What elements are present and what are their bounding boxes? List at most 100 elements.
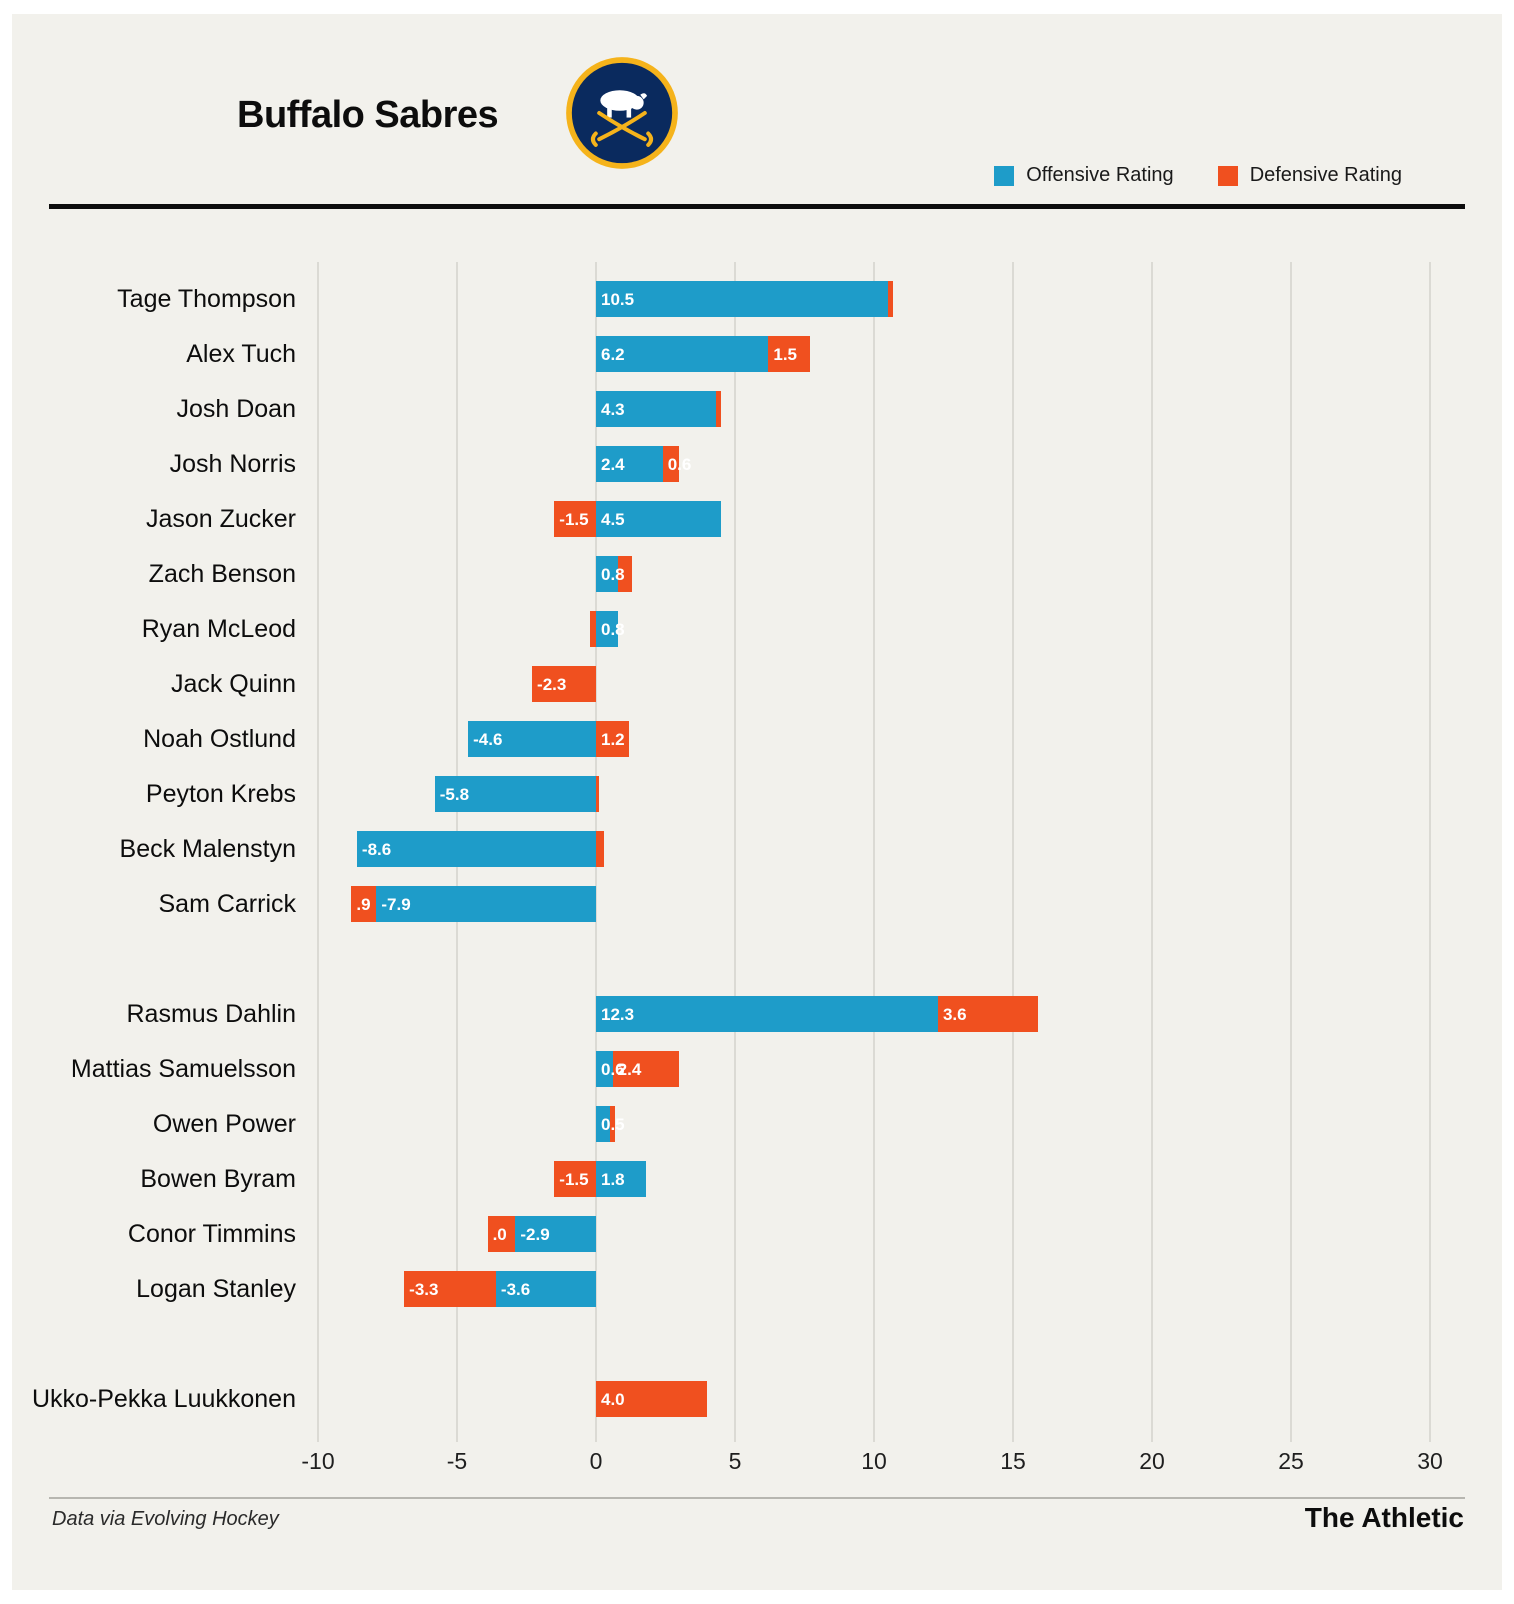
offensive-rating-swatch-icon [994, 165, 1015, 186]
gridline [873, 262, 875, 1442]
player-name: Peyton Krebs [145, 780, 296, 808]
x-axis-tick: 20 [1139, 1448, 1165, 1474]
player-name: Jack Quinn [170, 670, 296, 698]
offensive-bar [515, 1216, 596, 1252]
legend-item-defensive: Defensive Rating [1217, 164, 1402, 187]
offensive-bar-label: -3.6 [500, 1280, 531, 1299]
player-name: Conor Timmins [127, 1220, 296, 1248]
defensive-bar-label: 2.4 [617, 1060, 642, 1079]
player-name: Mattias Samuelsson [70, 1055, 296, 1083]
legend-item-offensive: Offensive Rating [994, 164, 1174, 187]
offensive-bar [356, 831, 596, 867]
player-name: Bowen Byram [140, 1165, 296, 1193]
offensive-bar [596, 336, 769, 372]
offensive-bar-label: 10.5 [601, 290, 635, 309]
gridline [1429, 262, 1431, 1442]
defensive-bar [351, 886, 377, 922]
defensive-bar-label: -2.3 [537, 675, 567, 694]
defensive-bar [937, 996, 1039, 1032]
defensive-bar [612, 1051, 680, 1087]
defensive-bar [590, 611, 596, 647]
offensive-bar-label: 0.8 [601, 620, 625, 639]
offensive-bar-label: -7.9 [381, 895, 411, 914]
defensive-bar-label: 3.6 [942, 1005, 967, 1024]
defensive-bar [596, 721, 630, 757]
chart-title: Buffalo Sabres [237, 94, 499, 136]
x-axis-tick: 5 [728, 1448, 742, 1474]
data-source: Data via Evolving Hockey [52, 1508, 279, 1530]
gridline [1012, 262, 1014, 1442]
player-name: Ukko-Pekka Luukkonen [31, 1385, 296, 1413]
x-axis-tick: 15 [1000, 1448, 1026, 1474]
defensive-bar [487, 1216, 516, 1252]
player-name: Rasmus Dahlin [126, 1000, 296, 1028]
defensive-bar [662, 446, 680, 482]
offensive-bar-label: 4.3 [601, 400, 625, 419]
x-axis-tick: -5 [446, 1448, 468, 1474]
defensive-bar-label: 4.0 [601, 1390, 625, 1409]
defensive-bar [609, 1106, 616, 1142]
offensive-bar [596, 446, 663, 482]
gridline [734, 262, 736, 1442]
offensive-bar-label: 4.5 [601, 510, 625, 529]
defensive-bar [596, 776, 599, 812]
player-name: Josh Norris [169, 450, 296, 478]
player-name: Josh Doan [176, 395, 296, 423]
offensive-bar [495, 1271, 596, 1307]
player-name: Owen Power [152, 1110, 296, 1138]
defensive-bar-label: -3.3 [409, 1280, 439, 1299]
offensive-bar-label: 6.2 [601, 345, 625, 364]
offensive-bar [596, 1161, 647, 1197]
defensive-bar [596, 831, 605, 867]
legend: Offensive Rating Defensive Rating [994, 164, 1402, 187]
brand-wordmark: The Athletic [1304, 1502, 1464, 1533]
offensive-bar [596, 281, 888, 317]
player-name: Jason Zucker [145, 505, 296, 533]
player-name: Tage Thompson [117, 285, 296, 313]
offensive-bar [434, 776, 596, 812]
offensive-bar-label: -4.6 [473, 730, 503, 749]
legend-label-offensive: Offensive Rating [1026, 164, 1174, 186]
offensive-bar [376, 886, 596, 922]
offensive-bar-label: 2.4 [601, 455, 625, 474]
offensive-bar-label: -5.8 [439, 785, 470, 804]
defensive-bar [887, 281, 894, 317]
defensive-bar [618, 556, 633, 592]
player-name: Ryan McLeod [141, 615, 296, 643]
defensive-bar-label: 1.2 [601, 730, 625, 749]
buffalo-sabres-logo [566, 57, 678, 169]
defensive-bar [715, 391, 722, 427]
defensive-bar-label: .0 [492, 1225, 507, 1244]
x-axis-tick: -10 [301, 1448, 335, 1474]
defensive-rating-swatch-icon [1217, 165, 1238, 186]
player-name: Beck Malenstyn [119, 835, 296, 863]
gridline [1151, 262, 1153, 1442]
offensive-bar-label: 12.3 [601, 1005, 635, 1024]
x-axis-tick: 30 [1417, 1448, 1443, 1474]
player-name: Sam Carrick [158, 890, 296, 918]
defensive-bar [596, 1381, 708, 1417]
offensive-bar [596, 501, 722, 537]
defensive-bar [404, 1271, 496, 1307]
offensive-bar-label: 0.6 [601, 1060, 625, 1079]
offensive-bar [596, 1051, 613, 1087]
defensive-bar-label: -1.5 [559, 1170, 589, 1189]
offensive-bar-label: 0.5 [601, 1115, 625, 1134]
defensive-bar [554, 501, 596, 537]
defensive-bar [532, 666, 596, 702]
chart-card [12, 14, 1502, 1590]
player-name: Zach Benson [148, 560, 296, 588]
header-divider [49, 204, 1465, 209]
defensive-bar-label: 1.5 [773, 345, 797, 364]
offensive-bar [468, 721, 596, 757]
defensive-bar [554, 1161, 596, 1197]
offensive-bar [596, 611, 619, 647]
player-name: Noah Ostlund [143, 725, 296, 753]
x-axis-tick: 0 [589, 1448, 603, 1474]
player-name: Alex Tuch [186, 340, 296, 368]
offensive-bar [596, 1106, 610, 1142]
offensive-bar [596, 556, 619, 592]
player-name: Logan Stanley [136, 1275, 296, 1303]
